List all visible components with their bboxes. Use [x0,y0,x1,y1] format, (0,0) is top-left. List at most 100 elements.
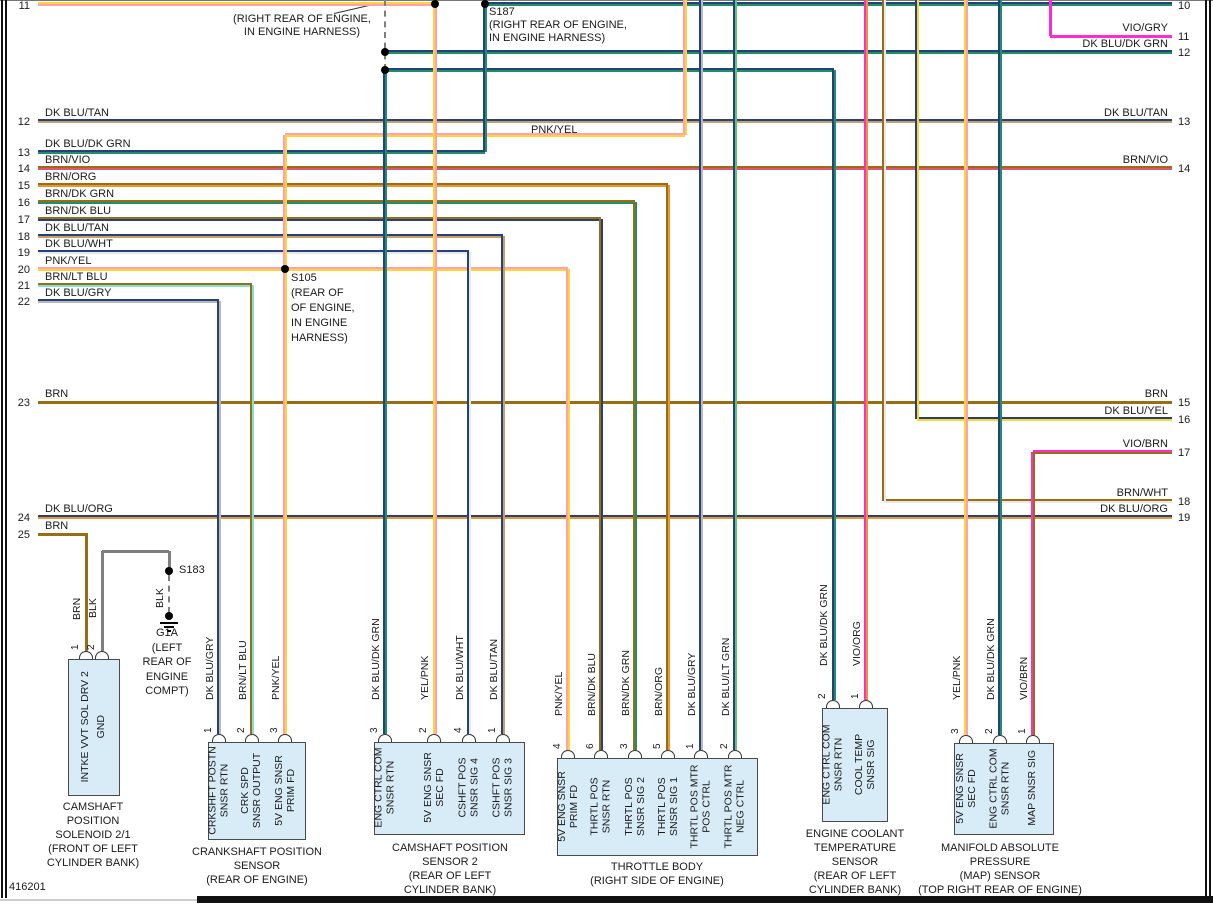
ground-location: (LEFT [151,641,183,654]
caption-line: (REAR OF LEFT [813,870,897,882]
splice-location: OF ENGINE, [291,302,355,314]
wire-color-label: BRN/DK GRN [45,188,115,200]
ground-location: ENGINE [145,670,189,683]
pin-number: 2 [817,693,828,699]
pin-connector-arc [427,734,441,742]
caption-line: THROTTLE BODY [610,861,704,873]
wire-color-label-vertical: PNK/YEL [553,671,565,716]
pin-connector-arc [728,750,742,758]
caption-line: SOLENOID 2/1 [55,829,131,841]
wire-color-label: BRN/LT BLU [45,271,108,283]
frame-right-outer [1209,0,1211,898]
wire-color-label-vertical: BRN/LT BLU [237,640,249,700]
wire-v-viobrn-map-pin1 [1031,452,1035,735]
wire-row17-left-brndkblu [38,217,601,221]
connector-box-crankshaft-position-sensor [208,742,306,840]
wire-v-dashed-top-splice [384,0,386,70]
caption-line: POSITION [66,815,120,827]
wire-row23-brn [38,401,1172,404]
caption-line: ENGINE COOLANT [805,828,905,840]
wire-row19-left-dkbluwht [38,250,469,254]
wire-v-pnkyel-throttle-pin4 [566,269,570,750]
wire-row18-left-dkblutan [38,234,503,238]
wire-color-label: DK BLU/YEL [1104,405,1168,417]
note-line: (RIGHT REAR OF ENGINE, [233,13,371,25]
wire-color-label: VIO/GRY [1122,22,1168,34]
wire-color-label-vertical: BRN/ORG [653,666,665,716]
caption-line: SENSOR 2 [422,856,478,868]
ground-icon [160,622,178,624]
wire-color-label-vertical: BRN [71,597,83,620]
frame-bottom-gray [0,899,197,901]
wire-row14-brnvio [38,166,1172,170]
right-row-number: 10 [1178,0,1191,12]
pin-connector-arc [826,700,840,708]
wire-color-label-vertical: VIO/BRN [1018,656,1030,700]
wire-color-label: DK BLU/TAN [45,107,109,119]
wire-color-label: DK BLU/WHT [45,238,113,250]
wire-color-label-vertical: BLK [87,598,99,618]
pin-connector-arc [79,651,93,659]
pin-connector-arc [212,734,226,742]
wire-v-vioorg-ect-pin1 [864,0,868,700]
wire-color-label: BRN [1144,388,1168,400]
splice-location: (RIGHT REAR OF ENGINE, [489,19,627,31]
right-row-number: 19 [1178,512,1191,524]
wire-row16-right-dkbluyel [917,417,1172,421]
right-row-number: 16 [1178,414,1191,426]
wire-v-brnwht-right18 [882,0,886,501]
caption-line: MANIFOLD ABSOLUTE [941,842,1059,854]
wire-v-dkbluyel-right16 [915,0,919,419]
caption-line: CYLINDER BANK) [46,857,140,869]
wire-color-label: DK BLU/ORG [45,503,113,515]
pin-number: 5 [652,743,663,749]
pin-number: 4 [552,743,563,749]
connector-box-throttle-body [557,758,758,856]
caption-line: TEMPERATURE [813,842,897,854]
frame-left-inner [5,0,7,898]
pin-number: 1 [203,727,214,733]
connector-box-camshaft-position-solenoid [68,659,120,796]
wire-v-blk-solenoid-pin2 [101,551,104,651]
pin-connector-arc [462,734,476,742]
wire-row25-left-brn [38,533,88,536]
pin-connector-arc [628,750,642,758]
caption-line: CYLINDER BANK) [403,884,497,896]
wire-row11-left-yelpnk [38,2,435,6]
wire-color-label: DK BLU/DK GRN [1082,38,1168,50]
splice-name: S187 [489,6,515,18]
wire-v-blk-s183 [168,551,171,573]
wire-row16-left-brndkgrn [38,200,635,204]
pin-connector-arc [1026,735,1040,743]
pin-number: 2 [86,644,97,650]
wire-color-label: DK BLU/ORG [1100,503,1168,515]
wire-color-label: BRN/WHT [1116,487,1168,499]
connector-caption-crankshaft-position-sensor: CRANKSHAFT POSITION SENSOR (REAR OF ENGINE… [137,845,377,887]
wire-color-label: PNK/YEL [531,124,578,136]
caption-line: (REAR OF LEFT [408,870,492,882]
caption-line: CYLINDER BANK) [808,884,902,896]
wire-color-label-vertical: BRN/DK GRN [620,650,632,716]
right-row-number: 14 [1178,163,1191,175]
wire-row12-right-dkbludkgrn [385,50,1172,54]
caption-line: CRANKSHAFT POSITION [192,846,322,858]
wire-color-label: VIO/BRN [1122,438,1168,450]
wire-color-label-vertical: DK BLU/DK GRN [818,584,830,666]
connector-caption-camshaft-position-solenoid: CAMSHAFT POSITION SOLENOID 2/1 (FRONT OF LE… [0,800,213,870]
pin-number: 2 [719,743,730,749]
left-row-number: 21 [17,280,30,292]
s105-splice-label: S105 (REAR OF OF ENGINE, IN ENGINE HARNE… [291,271,355,346]
wire-color-label: BRN [45,520,69,532]
wire-v-s187-row13 [483,4,487,152]
pin-connector-arc [496,734,510,742]
wire-v-dkbluwht-cps2-pin4 [467,252,471,734]
wire-color-label-vertical: DK BLU/GRY [686,652,698,716]
right-row-number: 18 [1178,496,1191,508]
connector-caption-camshaft-position-sensor-2: CAMSHAFT POSITION SENSOR 2 (REAR OF LEFT CY… [330,841,570,897]
wire-v-brn-solenoid-pin1 [85,534,88,651]
pin-connector-arc [859,700,873,708]
wire-row15-left-brnorg [38,183,668,187]
caption-line: (FRONT OF LEFT [48,843,138,855]
wire-v-yelpnk-map-pin3 [964,0,968,735]
ground-name: G1A [155,627,178,639]
